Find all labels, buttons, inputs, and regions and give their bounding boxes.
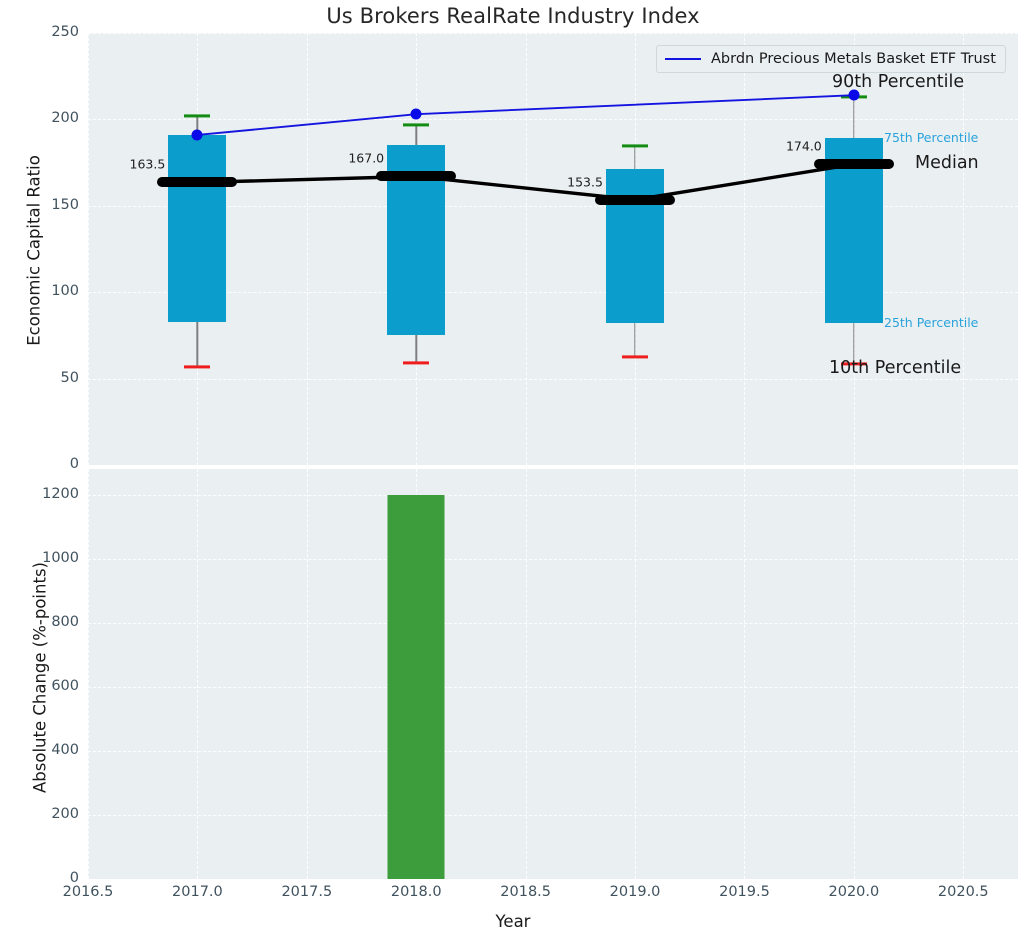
legend-line-swatch bbox=[665, 58, 701, 60]
legend[interactable]: Abrdn Precious Metals Basket ETF Trust bbox=[656, 45, 1006, 73]
annotation-25th-percentile: 25th Percentile bbox=[884, 315, 978, 330]
annotation-75th-percentile: 75th Percentile bbox=[884, 130, 978, 145]
etf-trend-line bbox=[0, 0, 1026, 942]
change-bar bbox=[388, 495, 445, 879]
etf-data-point[interactable] bbox=[192, 129, 203, 140]
annotation-90th-percentile: 90th Percentile bbox=[832, 72, 964, 92]
legend-item-label: Abrdn Precious Metals Basket ETF Trust bbox=[711, 51, 996, 67]
annotation-10th-percentile: 10th Percentile bbox=[829, 358, 961, 378]
chart-figure: Us Brokers RealRate Industry Index 05010… bbox=[0, 0, 1026, 942]
annotation-median: Median bbox=[915, 153, 979, 173]
etf-data-point[interactable] bbox=[411, 109, 422, 120]
